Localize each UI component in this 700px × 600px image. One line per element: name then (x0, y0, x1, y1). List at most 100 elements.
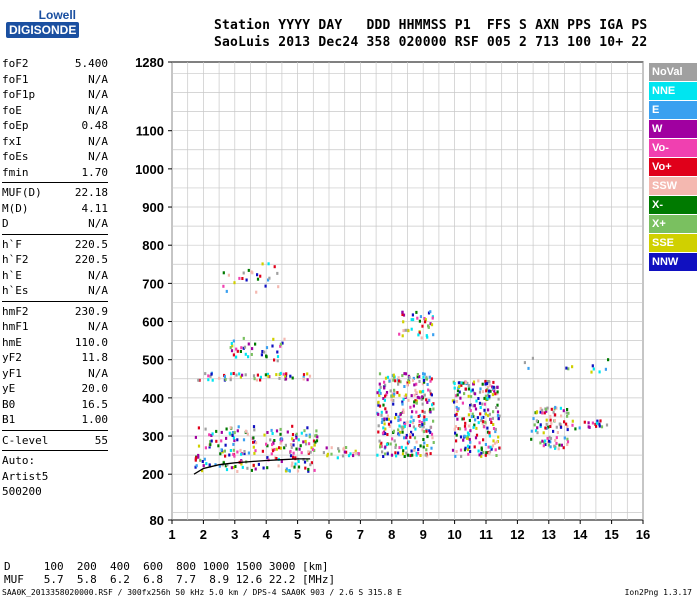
echo-point (459, 396, 462, 400)
echo-point (411, 410, 414, 414)
echo-point (497, 417, 500, 421)
echo-point (289, 443, 293, 446)
echo-point (429, 310, 432, 314)
echo-point (266, 444, 269, 448)
echo-point (279, 432, 282, 436)
echo-point (600, 425, 604, 429)
echo-point (253, 451, 256, 455)
echo-point (308, 433, 311, 437)
echo-point (312, 439, 316, 443)
echo-point (307, 467, 310, 471)
echo-point (285, 467, 288, 471)
echo-point (244, 373, 247, 377)
param-name: h`F (2, 237, 22, 251)
echo-point (220, 448, 223, 452)
echo-point (459, 448, 463, 452)
echo-point (480, 419, 483, 423)
echo-point (315, 433, 318, 437)
echo-point (292, 451, 295, 455)
echo-point (261, 449, 264, 453)
echo-point (530, 437, 533, 441)
echo-point (315, 434, 318, 438)
echo-point (545, 426, 548, 430)
echo-point (398, 433, 401, 437)
echo-point (555, 436, 558, 440)
echo-point (427, 388, 430, 392)
echo-point (397, 419, 400, 422)
echo-point (412, 404, 415, 408)
echo-point (553, 419, 556, 422)
header-line1: Station YYYY DAY DDD HHMMSS P1 FFS S AXN… (214, 18, 648, 33)
echo-point (238, 460, 241, 464)
echo-point (242, 336, 245, 340)
echo-point (266, 431, 269, 434)
echo-point (272, 440, 275, 444)
echo-point (392, 394, 395, 398)
echo-point (461, 381, 464, 385)
param-name: h`E (2, 268, 22, 282)
echo-point (492, 387, 495, 391)
param-row: foEs N/A (2, 149, 108, 165)
echo-point (279, 438, 282, 442)
echo-point (233, 454, 236, 458)
echo-point (457, 407, 460, 411)
echo-point (302, 377, 305, 381)
echo-point (379, 445, 382, 449)
echo-point (221, 450, 224, 454)
echo-point (235, 373, 238, 377)
echo-point (566, 425, 569, 428)
echo-point (197, 426, 200, 430)
logo-line2: DIGISONDE (6, 22, 80, 38)
echo-point (256, 273, 259, 277)
echo-point (276, 355, 280, 359)
echo-point (232, 372, 235, 375)
echo-point (341, 454, 345, 458)
echo-point (265, 442, 268, 446)
echo-point (407, 374, 411, 378)
param-value: N/A (88, 217, 108, 230)
echo-point (252, 440, 255, 444)
echo-point (418, 330, 421, 334)
echo-point (304, 466, 307, 470)
echo-point (220, 430, 223, 434)
echo-point (401, 334, 404, 338)
echo-point (482, 415, 485, 419)
echo-point (566, 414, 569, 418)
echo-point (477, 397, 480, 400)
echo-point (208, 464, 212, 468)
echo-point (476, 416, 479, 420)
echo-point (470, 389, 473, 393)
echo-point (418, 375, 421, 379)
echo-point (495, 440, 498, 444)
echo-point (532, 417, 535, 421)
echo-point (291, 461, 294, 465)
echo-point (208, 443, 211, 447)
param-name: yE (2, 382, 16, 395)
echo-point (232, 436, 235, 440)
echo-point (222, 284, 225, 288)
echo-point (533, 423, 536, 427)
echo-point (415, 453, 418, 457)
echo-point (279, 437, 283, 441)
echo-point (453, 399, 456, 403)
echo-point (425, 334, 428, 338)
echo-point (429, 431, 432, 434)
echo-point (487, 445, 490, 449)
echo-point (255, 378, 259, 382)
echo-point (453, 427, 456, 431)
echo-point (411, 378, 415, 382)
echo-point (240, 460, 243, 464)
echo-point (383, 417, 386, 421)
echo-point (554, 405, 557, 409)
echo-point (491, 393, 494, 397)
echo-point (469, 450, 472, 453)
y-tick-label: 1100 (136, 124, 164, 139)
echo-point (429, 392, 432, 396)
echo-point (403, 455, 406, 458)
echo-point (454, 431, 457, 435)
echo-point (477, 379, 480, 383)
echo-point (392, 431, 395, 434)
echo-point (423, 372, 426, 376)
echo-point (236, 349, 239, 353)
echo-point (247, 451, 250, 455)
